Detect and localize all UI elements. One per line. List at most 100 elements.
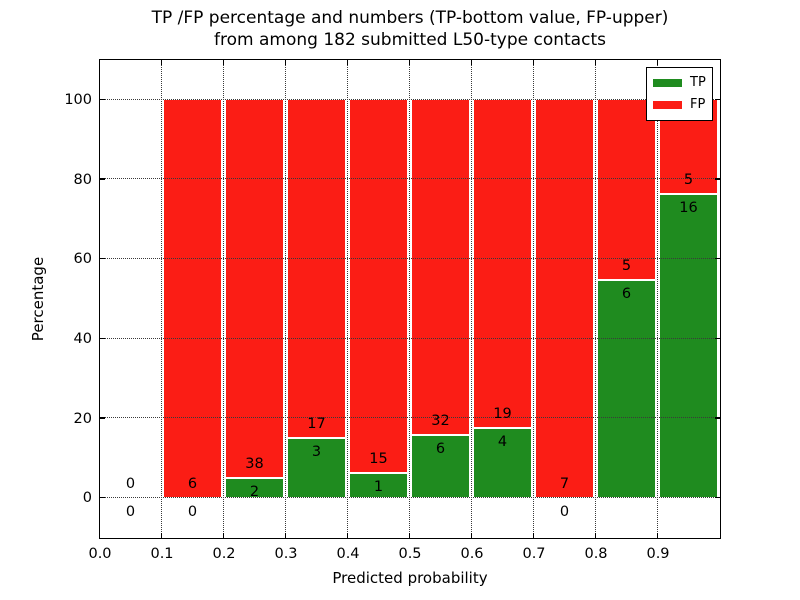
legend-swatch-fp-icon bbox=[653, 100, 682, 109]
x-tick-label: 0.5 bbox=[398, 546, 422, 562]
bar-label-fp-count: 38 bbox=[245, 455, 264, 472]
y-tick-label: 60 bbox=[73, 251, 92, 268]
bar-label-tp-count: 0 bbox=[125, 503, 136, 520]
y-tick-mark bbox=[99, 178, 105, 180]
bar-segment-fp bbox=[535, 99, 594, 498]
chart-title-line2: from among 182 submitted L50-type contac… bbox=[214, 30, 606, 50]
y-tick-label: 40 bbox=[73, 330, 92, 347]
x-tick-mark-top bbox=[532, 59, 535, 65]
y-axis-label: Percentage bbox=[29, 256, 47, 342]
chart-title-line1: TP /FP percentage and numbers (TP-bottom… bbox=[151, 8, 669, 28]
x-tick-mark-top bbox=[408, 59, 411, 65]
bar-segment-tp bbox=[287, 437, 346, 498]
bar-segment-fp bbox=[349, 99, 408, 473]
bar-label-tp-count: 2 bbox=[249, 483, 260, 500]
y-tick-mark-right bbox=[714, 417, 720, 419]
gridline-vertical bbox=[284, 59, 286, 538]
plot-area: 0 0 6 0 38 2 17 3 15 1 32 6 19 4 7 0 5 6 5 16 bbox=[98, 58, 721, 539]
x-tick-label: 0.4 bbox=[336, 546, 360, 562]
bar-label-fp-count: 15 bbox=[369, 450, 388, 467]
bar-label-tp-count: 3 bbox=[311, 443, 322, 460]
x-tick-label: 0.8 bbox=[584, 546, 608, 562]
bar-label-fp-count: 5 bbox=[621, 258, 632, 275]
y-tick-mark-right bbox=[714, 178, 720, 180]
bar-segment-fp bbox=[597, 99, 656, 281]
bar-label-fp-count: 6 bbox=[187, 475, 198, 492]
gridline-vertical bbox=[594, 59, 596, 538]
y-tick-mark-right bbox=[714, 257, 720, 260]
legend-swatch-tp-icon bbox=[653, 78, 682, 87]
gridline-vertical bbox=[532, 59, 534, 538]
x-tick-mark bbox=[470, 532, 473, 538]
x-tick-label: 0.0 bbox=[88, 546, 112, 562]
legend-item-fp: FP bbox=[653, 95, 706, 114]
bar-label-fp-count: 32 bbox=[431, 412, 450, 429]
x-tick-mark-top bbox=[160, 59, 163, 65]
y-tick-label: 0 bbox=[82, 490, 92, 507]
x-tick-label: 0.7 bbox=[522, 546, 546, 562]
x-tick-mark-top bbox=[98, 59, 101, 65]
gridline-vertical bbox=[346, 59, 348, 538]
x-tick-mark-top bbox=[346, 59, 349, 65]
y-tick-mark bbox=[99, 257, 105, 260]
gridline-vertical bbox=[408, 59, 410, 538]
bar-segment-fp bbox=[287, 99, 346, 438]
x-tick-mark bbox=[98, 532, 101, 538]
bar-label-tp-count: 1 bbox=[373, 478, 384, 495]
x-tick-mark bbox=[160, 532, 163, 538]
bar-label-fp-count: 7 bbox=[559, 475, 570, 492]
chart-title: TP /FP percentage and numbers (TP-bottom… bbox=[100, 7, 720, 51]
x-tick-mark bbox=[594, 532, 597, 538]
x-tick-mark-top bbox=[222, 59, 225, 65]
bar-label-tp-count: 6 bbox=[435, 440, 446, 457]
bar-segment-tp bbox=[597, 280, 656, 498]
gridline-vertical bbox=[222, 59, 224, 538]
bar-label-tp-count: 4 bbox=[497, 434, 508, 451]
y-tick-mark bbox=[99, 496, 105, 499]
gridline-vertical bbox=[656, 59, 658, 538]
y-tick-mark bbox=[99, 98, 105, 101]
legend-item-tp: TP bbox=[653, 73, 706, 92]
x-tick-mark-top bbox=[594, 59, 597, 65]
bar-label-fp-count: 0 bbox=[125, 475, 136, 492]
gridline-vertical bbox=[160, 59, 162, 538]
bar-segment-tp bbox=[659, 194, 718, 498]
x-tick-mark bbox=[408, 532, 411, 538]
y-tick-mark bbox=[99, 417, 105, 419]
x-tick-mark bbox=[656, 532, 659, 538]
bar-label-fp-count: 5 bbox=[683, 171, 694, 188]
bar-label-tp-count: 6 bbox=[621, 286, 632, 303]
x-tick-mark bbox=[346, 532, 349, 538]
y-tick-mark-right bbox=[714, 496, 720, 499]
bar-segment-fp bbox=[163, 99, 222, 498]
bar-segment-fp bbox=[225, 99, 284, 478]
x-tick-mark bbox=[222, 532, 225, 538]
y-tick-label: 80 bbox=[73, 171, 92, 188]
x-tick-label: 0.6 bbox=[460, 546, 484, 562]
legend: TP FP bbox=[646, 67, 713, 121]
x-tick-mark-top bbox=[656, 59, 659, 65]
y-tick-mark-right bbox=[714, 98, 720, 101]
x-tick-label: 0.2 bbox=[212, 546, 236, 562]
gridline-vertical bbox=[470, 59, 472, 538]
bar-label-fp-count: 19 bbox=[493, 406, 512, 423]
bar-label-fp-count: 17 bbox=[307, 415, 326, 432]
bar-label-tp-count: 0 bbox=[187, 503, 198, 520]
x-tick-mark-top bbox=[470, 59, 473, 65]
y-tick-mark bbox=[99, 337, 105, 340]
bar-segment-fp bbox=[473, 99, 532, 429]
x-axis-label: Predicted probability bbox=[332, 569, 488, 587]
legend-label-tp: TP bbox=[690, 75, 706, 90]
bar-label-tp-count: 0 bbox=[559, 503, 570, 520]
bar-segment-tp bbox=[411, 434, 470, 498]
y-tick-label: 20 bbox=[73, 410, 92, 427]
bar-segment-fp bbox=[411, 99, 470, 435]
x-tick-mark bbox=[284, 532, 287, 538]
x-tick-label: 0.9 bbox=[646, 546, 670, 562]
x-tick-label: 0.1 bbox=[150, 546, 174, 562]
x-tick-mark bbox=[532, 532, 535, 538]
bar-label-tp-count: 16 bbox=[679, 199, 698, 216]
legend-label-fp: FP bbox=[690, 97, 706, 112]
y-tick-label: 100 bbox=[64, 91, 92, 108]
